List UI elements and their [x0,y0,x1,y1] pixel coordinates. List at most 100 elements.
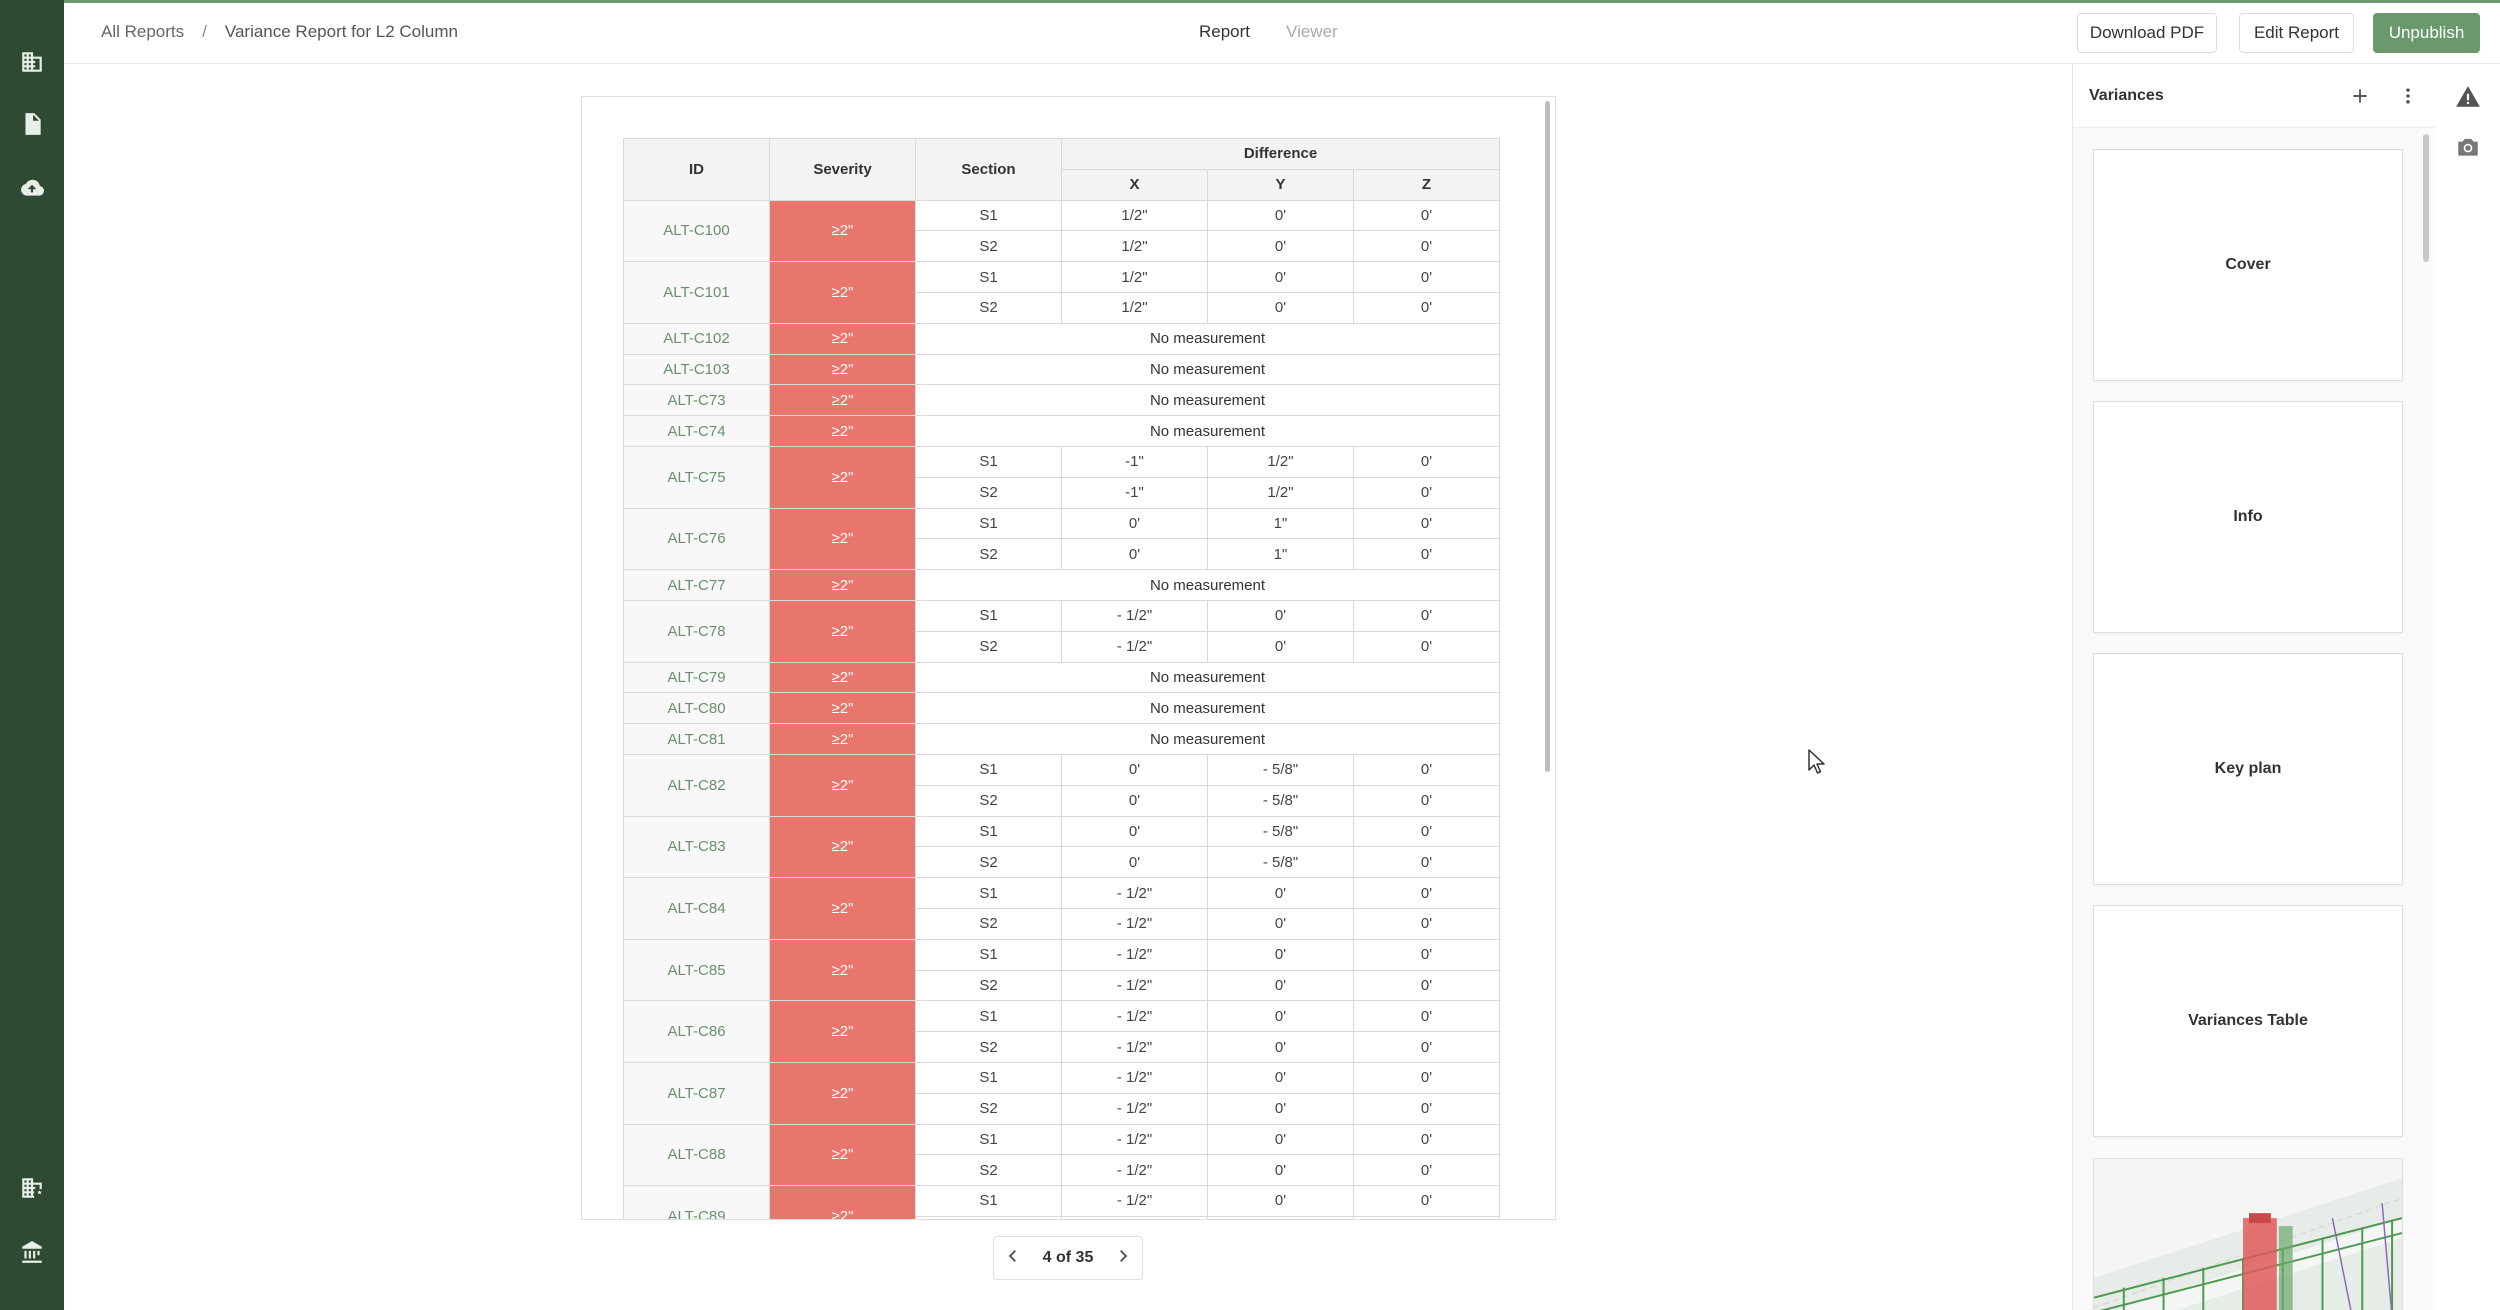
document-icon[interactable] [16,108,48,140]
severity-cell: ≥2" [769,415,916,447]
section-cell: S2 [915,1215,1062,1219]
institution-icon[interactable] [16,1236,48,1268]
breadcrumb-separator: / [202,22,207,41]
right-tool-column [2435,64,2500,1310]
header-y: Y [1207,168,1354,201]
section-cell: S2 [915,1154,1062,1187]
table-row: ALT-C81 ≥2" No measurement [623,723,1500,755]
severity-cell: ≥2" [769,507,916,571]
variance-id-cell[interactable]: ALT-C77 [623,569,770,601]
next-page-icon[interactable] [1114,1247,1132,1270]
diff-z-cell: 0' [1353,753,1500,786]
view-tabs: Report Viewer [1199,22,1338,42]
breadcrumb-all-reports[interactable]: All Reports [101,22,185,41]
variance-id-cell[interactable]: ALT-C101 [623,261,770,324]
diff-x-cell: - 1/2" [1061,1123,1208,1156]
page-thumbnail-cover[interactable]: Cover [2093,149,2403,381]
tab-report[interactable]: Report [1199,22,1251,41]
download-pdf-button[interactable]: Download PDF [2077,13,2217,53]
table-row: S2 -1" 1/2" 0' [624,476,1500,509]
severity-cell: ≥2" [769,1185,916,1219]
variance-id-cell[interactable]: ALT-C81 [623,723,770,755]
diff-x-cell: - 1/2" [1061,599,1208,632]
diff-y-cell: 0' [1207,1092,1354,1125]
cloud-upload-icon[interactable] [16,172,48,204]
variance-id-cell[interactable]: ALT-C73 [623,384,770,417]
diff-y-cell: - 5/8" [1207,753,1354,786]
diff-z-cell: 0' [1353,1031,1500,1063]
page-thumbnail-key-plan[interactable]: Key plan [2093,653,2403,885]
table-row: ALT-C102 ≥2" No measurement [623,322,1500,355]
edit-report-button[interactable]: Edit Report [2239,13,2354,53]
camera-icon[interactable] [2455,134,2481,160]
diff-z-cell: 0' [1353,938,1500,971]
variance-id-cell[interactable]: ALT-C84 [623,877,770,940]
diff-z-cell: 0' [1353,1000,1500,1033]
variance-id-cell[interactable]: ALT-C83 [623,815,770,879]
section-cell: S1 [915,1000,1062,1033]
diff-z-cell: 0' [1353,815,1500,848]
variance-id-cell[interactable]: ALT-C87 [623,1061,770,1125]
variance-id-cell[interactable]: ALT-C82 [623,753,770,817]
mouse-cursor-icon [1808,749,1825,774]
severity-cell: ≥2" [769,261,916,324]
header-severity: Severity [769,138,916,201]
unpublish-button[interactable]: Unpublish [2373,13,2480,53]
section-cell: S2 [915,230,1062,263]
variance-id-cell[interactable]: ALT-C78 [623,599,770,663]
diff-x-cell: - 1/2" [1061,1031,1208,1063]
page-thumbnail-info[interactable]: Info [2093,401,2403,633]
no-measurement-cell: No measurement [915,723,1500,755]
variance-id-cell[interactable]: ALT-C85 [623,938,770,1002]
prev-page-icon[interactable] [1004,1247,1022,1270]
diff-x-cell: 1/2" [1061,261,1208,293]
variance-id-cell[interactable]: ALT-C75 [623,445,770,509]
variance-id-cell[interactable]: ALT-C89 [623,1185,770,1219]
diff-y-cell: - 5/8" [1207,784,1354,817]
header-id: ID [623,138,770,201]
report-viewer: ID Severity Section Difference X Y Z ALT… [64,64,2072,1310]
diff-y-cell: 0' [1207,1031,1354,1063]
diff-y-cell: 0' [1207,1154,1354,1187]
section-cell: S1 [915,599,1062,632]
table-row: S2- 1/2"0'0' [624,1154,1500,1187]
table-row: ALT-C86 ≥2" S1- 1/2" 0' 0' [623,1000,1500,1063]
diff-y-cell: 0' [1207,877,1354,909]
diff-y-cell: 1" [1207,538,1354,571]
page-scrollbar[interactable] [1545,101,1550,772]
warning-icon[interactable] [2455,84,2481,110]
variance-id-cell[interactable]: ALT-C88 [623,1123,770,1187]
variance-id-cell[interactable]: ALT-C80 [623,692,770,725]
diff-x-cell: 0' [1061,815,1208,848]
diff-x-cell: 1/2" [1061,230,1208,263]
section-cell: S2 [915,291,1062,324]
building-settings-icon[interactable] [16,1172,48,1204]
section-cell: S2 [915,969,1062,1002]
variance-id-cell[interactable]: ALT-C86 [623,1000,770,1063]
diff-y-cell: 0' [1207,1000,1354,1033]
variance-id-cell[interactable]: ALT-C74 [623,415,770,447]
diff-y-cell: 0' [1207,938,1354,971]
variance-id-cell[interactable]: ALT-C76 [623,507,770,571]
variance-id-cell[interactable]: ALT-C103 [623,353,770,386]
variance-id-cell[interactable]: ALT-C100 [623,199,770,263]
table-row: ALT-C101 ≥2" S1 1/2" 0' 0' [623,261,1500,324]
tab-viewer[interactable]: Viewer [1286,22,1338,41]
diff-y-cell: 0' [1207,1185,1354,1217]
severity-cell: ≥2" [769,322,916,355]
more-vertical-icon[interactable] [2397,85,2419,107]
variance-id-cell[interactable]: ALT-C79 [623,661,770,694]
table-row: ALT-C75 ≥2" S1 -1" 1/2" 0' [623,445,1500,509]
variance-id-cell[interactable]: ALT-C102 [623,322,770,355]
diff-y-cell: 1" [1207,507,1354,540]
severity-cell: ≥2" [769,753,916,817]
table-row: ALT-C85 ≥2" S1- 1/2" 0' 0' [623,938,1500,1002]
diff-z-cell: 0' [1353,784,1500,817]
plus-icon[interactable] [2349,85,2371,107]
page-thumbnail-model-view[interactable] [2093,1158,2403,1310]
breadcrumb-current: Variance Report for L2 Column [224,22,458,41]
page-thumbnail-variances-table[interactable]: Variances Table [2093,905,2403,1137]
building-icon[interactable] [16,46,48,78]
panel-scrollbar[interactable] [2423,134,2429,262]
diff-z-cell: 0' [1353,538,1500,571]
